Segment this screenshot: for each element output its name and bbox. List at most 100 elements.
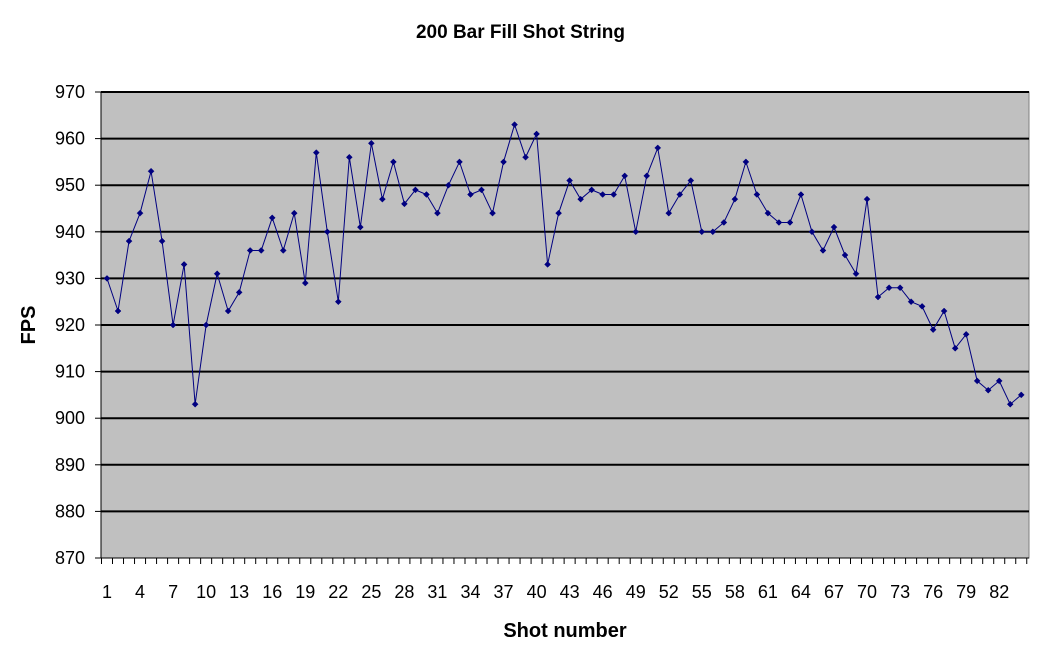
x-tick-label: 34 [460,582,480,602]
data-point [852,270,860,278]
data-point [379,195,386,203]
data-point [312,149,320,156]
x-tick-label: 79 [956,582,976,602]
data-point [169,321,177,329]
data-point [874,293,882,301]
data-point [676,191,684,198]
data-point [555,209,562,217]
y-tick-label: 900 [55,408,85,428]
data-point [940,307,948,315]
data-point [456,158,463,166]
data-point [114,307,122,315]
data-point [742,158,750,166]
gridlines [101,91,1029,513]
data-point [125,237,133,245]
x-tick-label: 64 [791,582,811,602]
x-tick-label: 37 [494,582,514,602]
data-point [423,191,430,198]
data-point [775,219,783,226]
data-point [577,195,584,203]
data-point [235,289,243,296]
data-point [841,251,849,259]
data-point [896,284,904,292]
data-point [544,261,551,268]
x-tick-label: 55 [692,582,712,602]
data-point [599,191,607,198]
data-point [356,223,364,231]
data-point [533,130,540,138]
data-point [632,228,640,236]
x-tick-label: 28 [394,582,414,602]
data-point [698,228,706,236]
x-tick-label: 1 [102,582,112,602]
data-point [973,377,981,385]
data-point [885,284,893,292]
data-point [819,247,827,254]
data-point [401,200,408,208]
data-point [467,191,474,198]
data-point [654,144,662,152]
data-point [984,386,992,394]
data-point [191,400,199,408]
data-point [962,330,970,338]
data-point [434,209,441,217]
x-tick-label: 52 [659,582,679,602]
data-point [918,303,926,310]
data-point [863,195,871,203]
data-point [588,186,596,194]
x-tick-label: 25 [361,582,381,602]
data-point [522,153,529,161]
x-tick-label: 40 [527,582,547,602]
data-point [268,214,276,222]
data-point [995,377,1003,385]
x-tick-label: 13 [229,582,249,602]
y-tick-label: 890 [55,455,85,475]
y-tick-label: 970 [55,82,85,102]
x-tick-label: 61 [758,582,778,602]
x-tick-label: 7 [168,582,178,602]
y-tick-label: 940 [55,222,85,242]
x-axis-title: Shot number [503,620,627,642]
x-tick-label: 19 [295,582,315,602]
x-tick-label: 58 [725,582,745,602]
x-tick-label: 49 [626,582,646,602]
data-point [720,219,728,226]
y-tick-label: 930 [55,268,85,288]
y-tick-label: 960 [55,129,85,149]
x-tick-label: 4 [135,582,145,602]
data-point [1006,400,1014,408]
x-tick-label: 76 [923,582,943,602]
data-point [368,139,375,147]
data-point [731,195,739,203]
data-point [566,177,573,184]
data-point [290,209,298,217]
tick-labels: 870 880 890 900 910 920 930 940 950 960 970 1 4 7 10 13… [55,82,1009,602]
data-point [412,186,419,194]
chart-title: 200 Bar Fill Shot String [415,22,626,43]
x-tick-label: 82 [989,582,1009,602]
data-point [621,172,629,180]
data-point [334,298,342,306]
data-point [224,307,232,315]
x-tick-label: 16 [262,582,282,602]
data-point [213,270,221,278]
data-point [445,181,452,189]
data-point [390,158,397,166]
data-point [1017,391,1025,399]
data-point [610,191,618,198]
data-point [797,191,805,198]
data-point [764,209,772,217]
data-point [478,186,485,194]
data-point [830,223,838,231]
x-tick-label: 67 [824,582,844,602]
y-tick-label: 920 [55,315,85,335]
x-tick-label: 31 [427,582,447,602]
x-tick-label: 73 [890,582,910,602]
data-points [103,121,1025,408]
y-tick-label: 910 [55,362,85,382]
x-tick-label: 46 [593,582,613,602]
data-point [511,121,518,128]
data-point [202,321,210,329]
data-point [147,167,155,175]
